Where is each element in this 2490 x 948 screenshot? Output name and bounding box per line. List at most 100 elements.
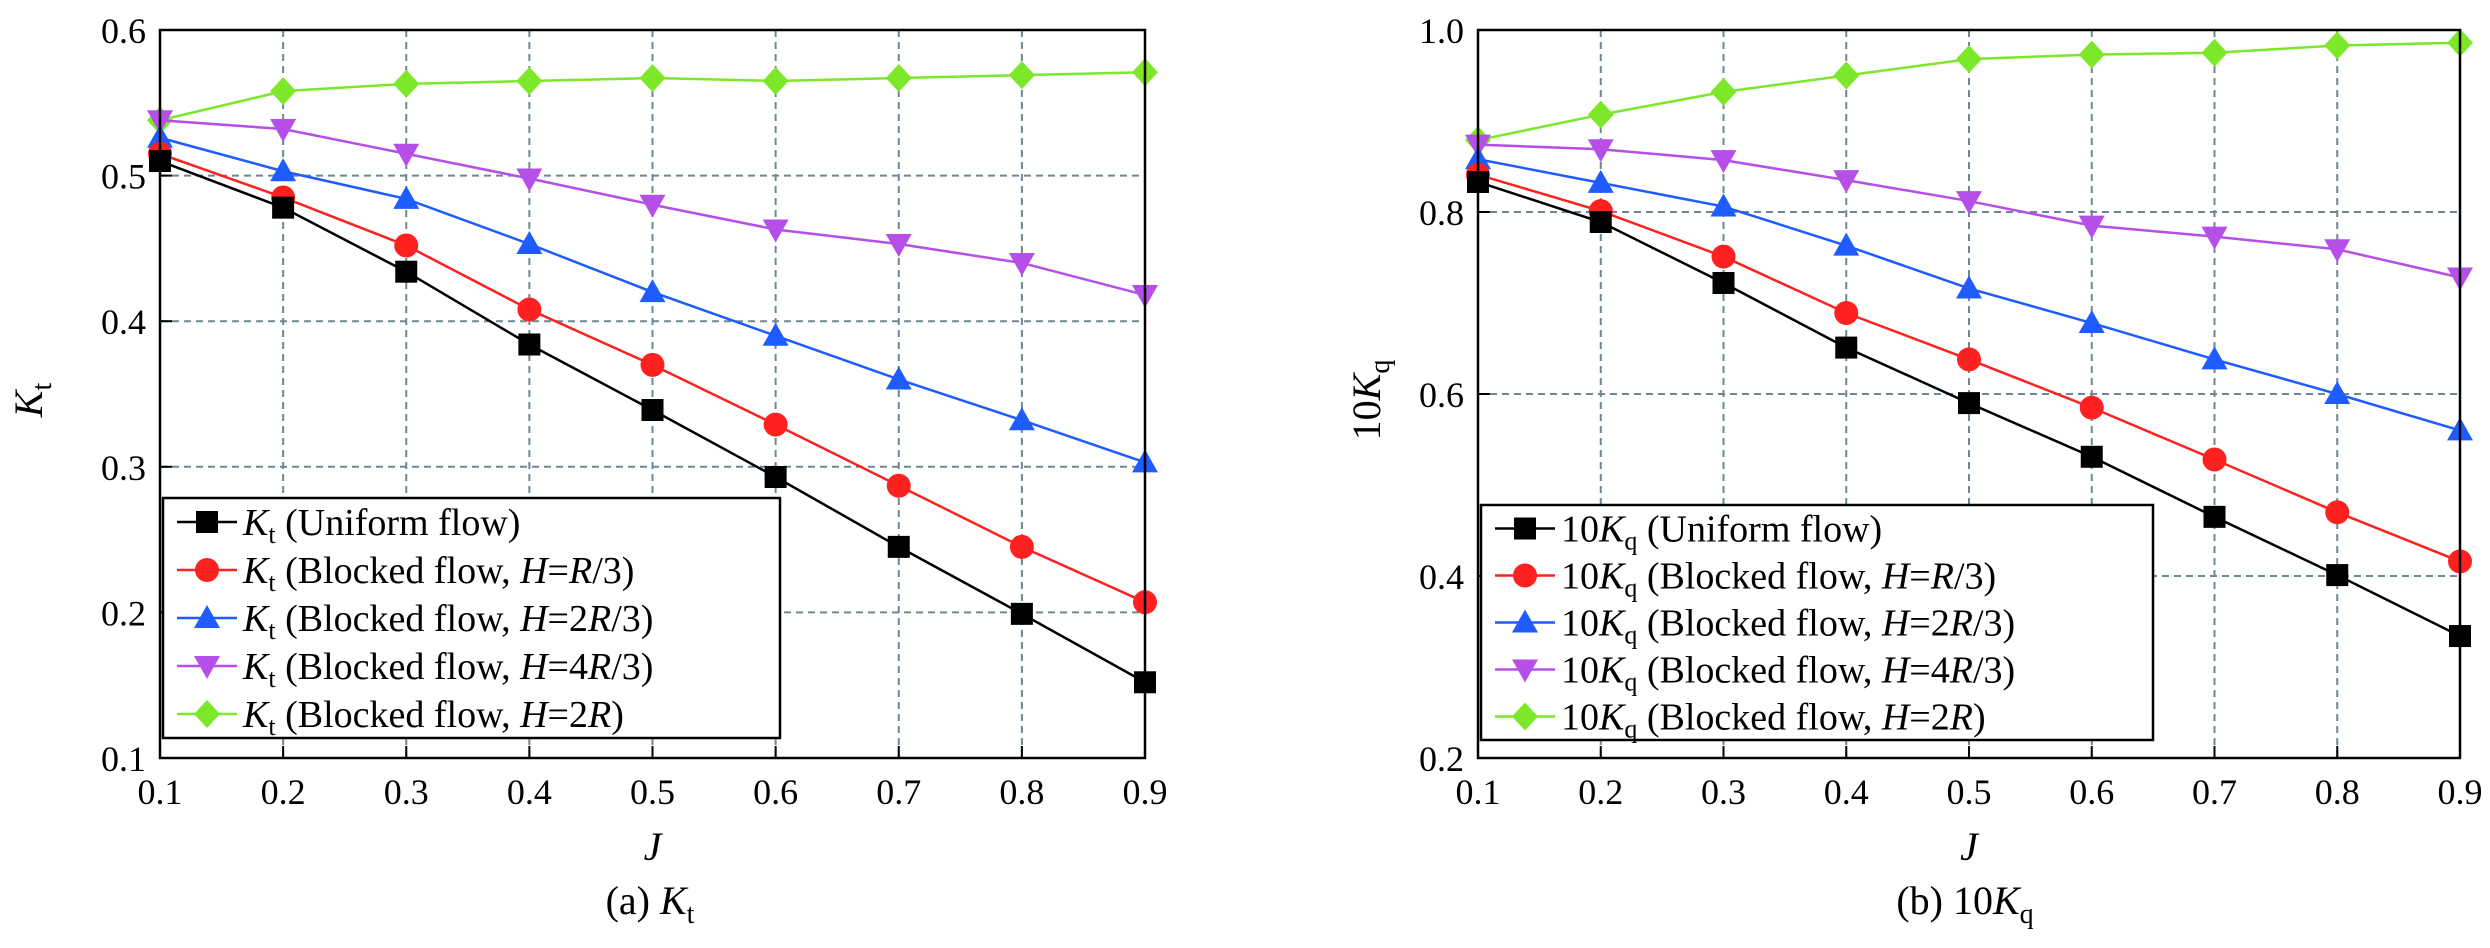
legend-symbol: K	[1598, 697, 1626, 739]
series-4	[147, 58, 1158, 135]
data-point	[1712, 271, 1735, 294]
legend-italic: H	[1881, 603, 1912, 645]
data-point	[2203, 505, 2226, 528]
x-tick-label: 0.1	[1456, 772, 1501, 812]
data-point	[886, 473, 911, 498]
data-point	[1956, 45, 1982, 74]
legend-text: (Blocked flow,	[276, 694, 520, 736]
legend-text: =2	[1909, 697, 1949, 739]
data-point	[1957, 347, 1981, 372]
plot-frame	[1476, 28, 2462, 760]
data-point	[1956, 191, 1982, 215]
y-tick-label: 1.0	[1419, 11, 1464, 51]
x-tick-label: 0.9	[2438, 772, 2483, 812]
legend-subscript: q	[1624, 715, 1637, 744]
legend-box	[1479, 503, 2155, 742]
legend-subscript: q	[1624, 574, 1637, 603]
legend-italic: H	[519, 646, 550, 688]
series-0	[1467, 170, 2471, 648]
legend-text: =4	[548, 646, 588, 688]
legend-italic: R	[1949, 650, 1973, 692]
legend-symbol: K	[1598, 603, 1626, 645]
legend-text: /3)	[1973, 650, 2015, 692]
data-point	[2326, 564, 2349, 587]
legend-text: )	[611, 694, 624, 736]
x-tick-label: 0.3	[384, 772, 429, 812]
y-label-prefix: 10	[1344, 400, 1389, 440]
legend-italic: R	[587, 694, 611, 736]
legend-entry: Kt (Blocked flow, H=R/3)	[242, 550, 634, 597]
x-tick-label: 0.3	[1701, 772, 1746, 812]
series-1	[1466, 162, 2472, 574]
data-point	[2078, 310, 2105, 334]
legend-entry: Kt (Blocked flow, H=2R)	[242, 694, 624, 741]
y-tick-label: 0.1	[101, 739, 146, 779]
legend-marker	[196, 511, 218, 533]
data-point	[1008, 407, 1035, 431]
legend-symbol: K	[242, 646, 270, 688]
series-4	[1465, 28, 2473, 155]
x-tick-label: 0.6	[2069, 772, 2114, 812]
y-tick-label: 0.3	[101, 448, 146, 488]
data-point	[1589, 211, 1612, 234]
legend-prefix: 10	[1561, 603, 1599, 645]
legend-subscript: q	[1624, 621, 1637, 650]
series-2	[147, 124, 1158, 473]
data-point	[1834, 301, 1859, 326]
data-point	[885, 366, 912, 390]
caption-prefix: (a)	[606, 878, 660, 923]
data-point	[272, 196, 295, 219]
data-point	[1008, 61, 1035, 90]
legend-subscript: q	[1624, 527, 1637, 556]
x-tick-label: 0.9	[1123, 772, 1168, 812]
legend-italic: H	[519, 550, 550, 592]
data-point	[2080, 445, 2103, 468]
legend-symbol: K	[242, 502, 270, 544]
legend-marker	[1514, 517, 1536, 540]
caption: (b) 10Kq	[1896, 878, 2033, 930]
x-tick-label: 0.6	[753, 772, 798, 812]
data-point	[885, 64, 912, 93]
legend-prefix: 10	[1561, 556, 1599, 598]
data-point	[762, 219, 789, 243]
legend-italic: R	[1930, 556, 1954, 598]
legend-subscript: t	[268, 568, 276, 597]
data-point	[641, 399, 664, 422]
data-point	[762, 66, 789, 95]
data-point	[2202, 447, 2227, 472]
legend-marker	[194, 700, 220, 728]
x-tick-label: 0.8	[999, 772, 1044, 812]
legend-text: (Blocked flow,	[1637, 556, 1881, 598]
legend-entry: 10Kq (Blocked flow, H=2R)	[1561, 697, 1986, 744]
legend-italic: H	[519, 694, 550, 736]
x-tick-label: 0.7	[876, 772, 921, 812]
legend-text: /3)	[1954, 556, 1996, 598]
legend-text: (Blocked flow,	[276, 646, 520, 688]
chart-panel-b: 0.1 0.2 0.3 0.4 0.5 0.6 0.7 0.8 0.90.20.40.60.81…	[1344, 11, 2483, 930]
legend-text: (Blocked flow,	[1637, 603, 1881, 645]
data-point	[763, 412, 788, 437]
legend-text: =2	[548, 694, 588, 736]
data-point	[393, 143, 420, 167]
data-point	[2324, 31, 2351, 60]
legend-italic: R	[587, 598, 611, 640]
legend-symbol: K	[242, 694, 270, 736]
legend-text: =	[548, 550, 569, 592]
data-point	[1833, 61, 1860, 90]
legend-text: =2	[1909, 603, 1949, 645]
legend-text: (Blocked flow,	[276, 598, 520, 640]
y-label-subscript: q	[1365, 360, 1396, 374]
data-point	[764, 465, 787, 488]
y-tick-label: 0.8	[1419, 193, 1464, 233]
legend-text: =4	[1909, 650, 1949, 692]
legend-symbol: K	[242, 550, 270, 592]
data-point	[2079, 395, 2104, 420]
data-point	[2201, 346, 2228, 370]
legend-marker	[194, 605, 220, 628]
legend-text: /3)	[611, 646, 653, 688]
y-tick-label: 0.6	[101, 11, 146, 51]
legend-italic: H	[519, 598, 550, 640]
y-label-subscript: t	[27, 383, 58, 391]
legend-italic: H	[1881, 697, 1912, 739]
